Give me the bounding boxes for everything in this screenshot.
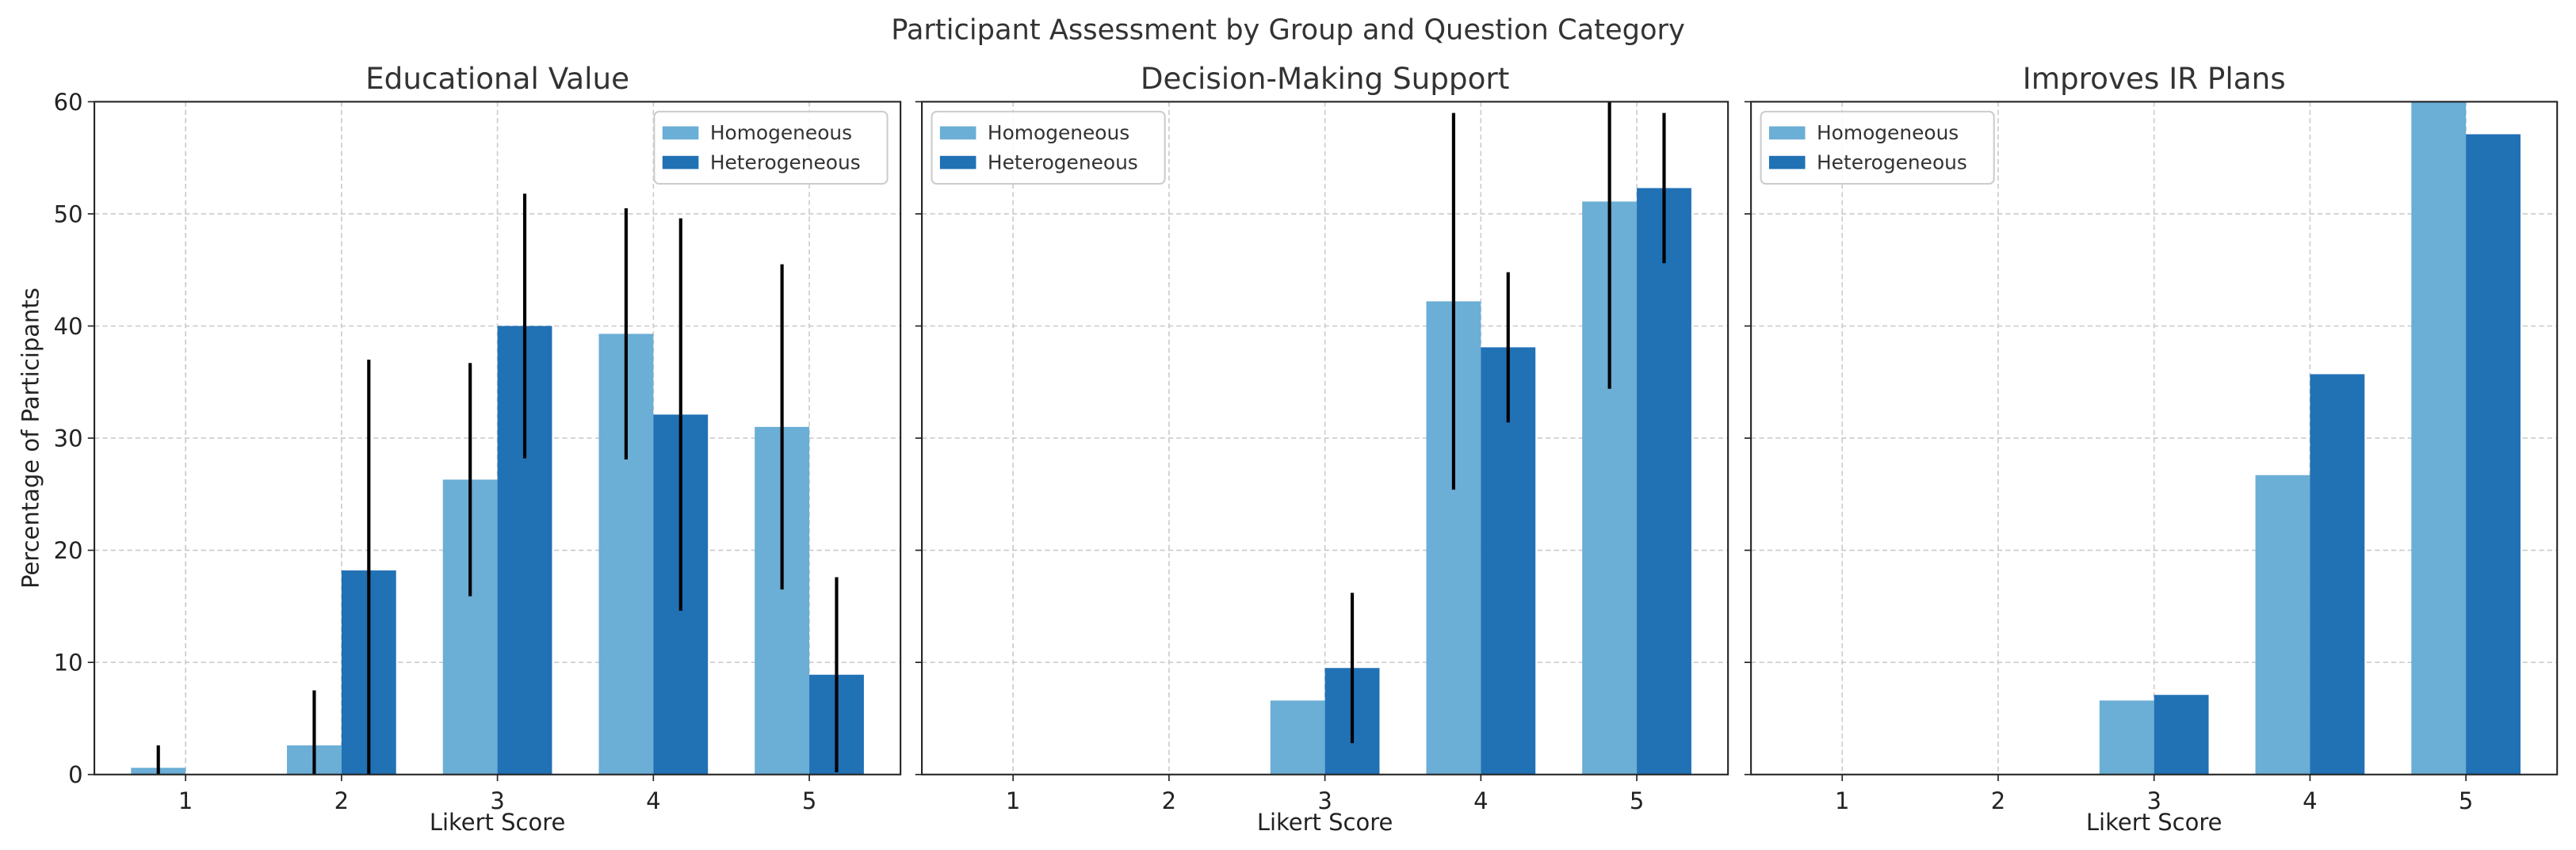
legend-box: [931, 110, 1166, 185]
x-tick-label: 1: [178, 787, 193, 814]
bar-homogeneous: [2255, 475, 2310, 775]
bar-homogeneous: [2411, 101, 2467, 775]
subplot-1: 0 10 20 30 40 50 60 1 2 3 4 5 Educational Value Liker…: [17, 61, 902, 836]
x-axis-label: Likert Score: [1257, 809, 1393, 836]
legend-label: Homogeneous: [988, 121, 1129, 144]
x-tick-label: 5: [2459, 787, 2473, 814]
x-tick-label: 2: [1162, 787, 1176, 814]
y-tick-label: 10: [54, 650, 83, 677]
legend-swatch-heterogeneous: [1768, 155, 1806, 170]
bar-heterogeneous: [1637, 188, 1691, 775]
x-tick-label: 2: [334, 787, 349, 814]
y-tick-label: 60: [54, 89, 83, 116]
plot-area: [2099, 101, 2521, 775]
bar-heterogeneous: [2154, 695, 2209, 775]
x-axis-label: Likert Score: [430, 809, 566, 836]
y-tick-label: 50: [54, 200, 83, 227]
x-tick-label: 3: [1317, 787, 1332, 814]
x-tick-label: 3: [2146, 787, 2161, 814]
x-tick-label: 2: [1991, 787, 2005, 814]
x-tick-label: 5: [1630, 787, 1644, 814]
x-tick-label: 4: [646, 787, 660, 814]
plot-area: [1270, 101, 1691, 775]
x-axis-label: Likert Score: [2086, 809, 2222, 836]
subplot-title: Educational Value: [365, 61, 629, 96]
bar-heterogeneous: [2310, 374, 2365, 775]
y-tick-label: 40: [54, 313, 83, 340]
legend-label: Heterogeneous: [988, 151, 1138, 173]
bar-homogeneous: [2099, 700, 2154, 775]
subplot-title: Improves IR Plans: [2023, 61, 2286, 96]
x-tick-label: 1: [1006, 787, 1020, 814]
y-tick-label: 0: [68, 761, 82, 788]
legend-swatch-heterogeneous: [939, 155, 977, 170]
y-axis-label: Percentage of Participants: [17, 288, 44, 589]
legend-swatch-heterogeneous: [662, 155, 699, 170]
x-tick-label: 4: [2303, 787, 2317, 814]
legend-swatch-homogeneous: [1768, 126, 1806, 140]
axes-frame: [1750, 101, 2559, 776]
y-tick-label: 20: [54, 537, 83, 564]
figure-title: Participant Assessment by Group and Ques…: [891, 14, 1685, 47]
legend-label: Heterogeneous: [1817, 151, 1967, 173]
bar-homogeneous: [1270, 700, 1325, 775]
legend-label: Homogeneous: [1817, 121, 1959, 144]
legend-swatch-homogeneous: [662, 126, 699, 140]
x-tick-label: 4: [1473, 787, 1488, 814]
x-tick-label: 5: [802, 787, 816, 814]
legend-label: Heterogeneous: [710, 151, 861, 173]
x-tick-label: 1: [1835, 787, 1849, 814]
subplot-3: 1 2 3 4 5 Improves IR Plans Likert Score Homoge…: [1744, 61, 2559, 836]
legend: Homogeneous Heterogeneous: [1760, 110, 1995, 185]
plot-area: [131, 193, 864, 775]
subplot-2: 1 2 3 4 5 Decision-Making Support Likert Score…: [915, 61, 1729, 836]
legend-box: [1760, 110, 1995, 185]
x-tick-label: 3: [490, 787, 504, 814]
subplot-title: Decision-Making Support: [1141, 61, 1509, 96]
legend-label: Homogeneous: [710, 121, 852, 144]
axes-frame: [921, 101, 1729, 776]
bar-heterogeneous: [2466, 134, 2521, 775]
legend-swatch-homogeneous: [939, 126, 977, 140]
y-tick-label: 30: [54, 425, 83, 452]
axes-frame: [94, 101, 902, 776]
legend-box: [653, 110, 889, 185]
legend: Homogeneous Heterogeneous: [653, 110, 889, 185]
legend: Homogeneous Heterogeneous: [931, 110, 1166, 185]
